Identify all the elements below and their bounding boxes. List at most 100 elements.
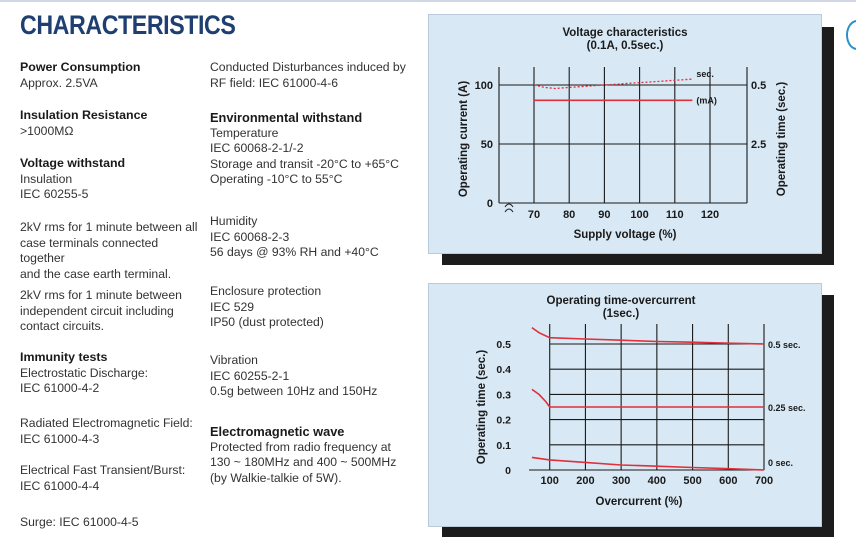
- spec-heading: Power Consumption: [20, 60, 141, 74]
- x-tick-label: 400: [648, 475, 666, 487]
- spec-text: IEC 61000-4-2: [20, 381, 100, 395]
- spec-block: Electromagnetic wave Protected from radio…: [210, 424, 410, 486]
- spec-block: Immunity tests Electrostatic Discharge: IE…: [20, 350, 205, 397]
- spec-block: Vibration IEC 60255-2-1 0.5g between 10Hz …: [210, 353, 410, 400]
- spec-text: IEC 529: [210, 299, 255, 314]
- series-line-1: [531, 388, 764, 408]
- spec-text: independent circuit including: [20, 303, 174, 318]
- spec-heading: Immunity tests: [20, 350, 108, 364]
- y2-tick-label: 0.5: [751, 80, 766, 92]
- series-label: 0.25 sec.: [768, 403, 806, 413]
- chart-subtitle: (0.1A, 0.5sec.): [587, 40, 664, 52]
- y-tick-label: 50: [481, 139, 493, 151]
- spec-heading: Electromagnetic wave: [210, 424, 345, 439]
- spec-text: Conducted Disturbances induced by: [210, 60, 406, 74]
- spec-text: Protected from radio frequency at: [210, 439, 391, 454]
- spec-text: Approx. 2.5VA: [20, 75, 98, 90]
- x-tick-label: 700: [755, 475, 773, 487]
- page-title: CHARACTERISTICS: [20, 10, 236, 40]
- spec-text: IEC 60068-2-1/-2: [210, 141, 304, 155]
- series-label: 0.5 sec.: [768, 340, 801, 350]
- y-axis-label: Operating time (sec.): [476, 350, 488, 465]
- y-tick-label: 0: [505, 465, 511, 477]
- x-tick-label: 70: [528, 209, 540, 221]
- spec-text: case terminals connected together: [20, 235, 159, 266]
- spec-block: Electrical Fast Transient/Burst: IEC 6100…: [20, 463, 205, 494]
- voltage-characteristics-chart: Voltage characteristics(0.1A, 0.5sec.) 70…: [458, 27, 788, 241]
- spec-text: Vibration: [210, 353, 258, 367]
- spec-text: Electrical Fast Transient/Burst:: [20, 463, 186, 477]
- y-tick-label: 100: [475, 80, 493, 92]
- spec-text: (by Walkie-talkie of 5W).: [210, 470, 342, 485]
- spec-text: RF field: IEC 61000-4-6: [210, 75, 339, 90]
- spec-text: Temperature: [210, 125, 279, 140]
- spec-block: 2kV rms for 1 minute between independent …: [20, 288, 205, 335]
- spec-text: Storage and transit -20°C to +65°C: [210, 156, 399, 171]
- spec-text: Surge: IEC 61000-4-5: [20, 515, 139, 529]
- x-tick-label: 90: [598, 209, 610, 221]
- spec-text: 130 ~ 180MHz and 400 ~ 500MHz: [210, 455, 397, 469]
- spec-text: and the case earth terminal.: [20, 266, 172, 281]
- spec-block: Humidity IEC 60068-2-3 56 days @ 93% RH an…: [210, 214, 410, 261]
- x-tick-label: 80: [563, 209, 575, 221]
- voltage-chart-panel: Voltage characteristics (0.1A, 0.5sec.) 70…: [428, 14, 822, 254]
- spec-text: IEC 60255-5: [20, 187, 89, 201]
- x-tick-label: 600: [719, 475, 737, 487]
- x-tick-label: 500: [683, 475, 701, 487]
- spec-text: 2kV rms for 1 minute between all: [20, 220, 198, 234]
- y-axis-label: Operating current (A): [458, 81, 470, 197]
- spec-text: IP50 (dust protected): [210, 315, 324, 329]
- series-line-0: [531, 326, 765, 345]
- series-label: sec.: [696, 69, 714, 79]
- spec-text: Electrostatic Discharge:: [20, 365, 149, 380]
- spec-text: contact circuits.: [20, 319, 104, 333]
- spec-text: 56 days @ 93% RH and +40°C: [210, 245, 379, 259]
- x-tick-label: 110: [666, 209, 684, 221]
- spec-heading: Voltage withstand: [20, 156, 126, 170]
- spec-text: Radiated Electromagnetic Field:: [20, 416, 193, 430]
- y2-tick-label: 2.5: [751, 139, 766, 151]
- spec-block: Surge: IEC 61000-4-5: [20, 515, 205, 531]
- chart-title: Operating time-overcurrent: [547, 295, 696, 307]
- series-label: 0 sec.: [768, 458, 793, 468]
- spec-block: Power Consumption Approx. 2.5VA: [20, 60, 205, 91]
- x-tick-label: 300: [612, 475, 630, 487]
- spec-text: 0.5g between 10Hz and 150Hz: [210, 384, 378, 398]
- spec-block: Conducted Disturbances induced by RF fiel…: [210, 60, 410, 91]
- spec-heading: Environmental withstand: [210, 110, 363, 125]
- series-line-0: [533, 78, 693, 90]
- spec-heading: Insulation Resistance: [20, 108, 148, 122]
- y-tick-label: 0.3: [496, 389, 511, 401]
- spec-text: IEC 61000-4-3: [20, 431, 100, 446]
- y-tick-label: 0.1: [496, 440, 511, 452]
- spec-block: Radiated Electromagnetic Field: IEC 61000…: [20, 416, 205, 447]
- y2-axis-label: Operating time (sec.): [776, 82, 788, 197]
- spec-text: Insulation: [20, 171, 73, 186]
- x-tick-label: 100: [630, 209, 648, 221]
- spec-block: Environmental withstand Temperature IEC 60…: [210, 110, 410, 188]
- spec-text: IEC 61000-4-4: [20, 478, 100, 493]
- edge-mark: [846, 20, 856, 50]
- spec-text: Operating -10°C to 55°C: [210, 172, 343, 186]
- top-divider: [0, 0, 856, 2]
- x-axis-label: Supply voltage (%): [574, 229, 677, 241]
- spec-text: 2kV rms for 1 minute between: [20, 288, 182, 302]
- series-line-2: [531, 456, 765, 471]
- spec-text: >1000MΩ: [20, 123, 74, 138]
- y-tick-label: 0.2: [496, 415, 511, 427]
- axis-break-mark: [504, 203, 514, 213]
- y-tick-label: 0: [487, 198, 493, 210]
- chart-subtitle: (1sec.): [603, 308, 640, 320]
- spec-block: 2kV rms for 1 minute between all case ter…: [20, 220, 205, 282]
- spec-block: Voltage withstand Insulation IEC 60255-5: [20, 156, 205, 203]
- spec-text: IEC 60255-2-1: [210, 368, 290, 383]
- x-tick-label: 100: [541, 475, 559, 487]
- x-axis-label: Overcurrent (%): [596, 496, 683, 508]
- spec-block: Enclosure protection IEC 529 IP50 (dust pr…: [210, 284, 410, 331]
- spec-block: Insulation Resistance >1000MΩ: [20, 108, 205, 139]
- y-tick-label: 0.4: [496, 364, 511, 376]
- chart-title: Voltage characteristics: [562, 27, 687, 39]
- spec-text: Humidity: [210, 214, 258, 228]
- y-tick-label: 0.5: [496, 339, 511, 351]
- operating-time-overcurrent-chart: Operating time-overcurrent(1sec.) 100 200 3…: [476, 295, 806, 508]
